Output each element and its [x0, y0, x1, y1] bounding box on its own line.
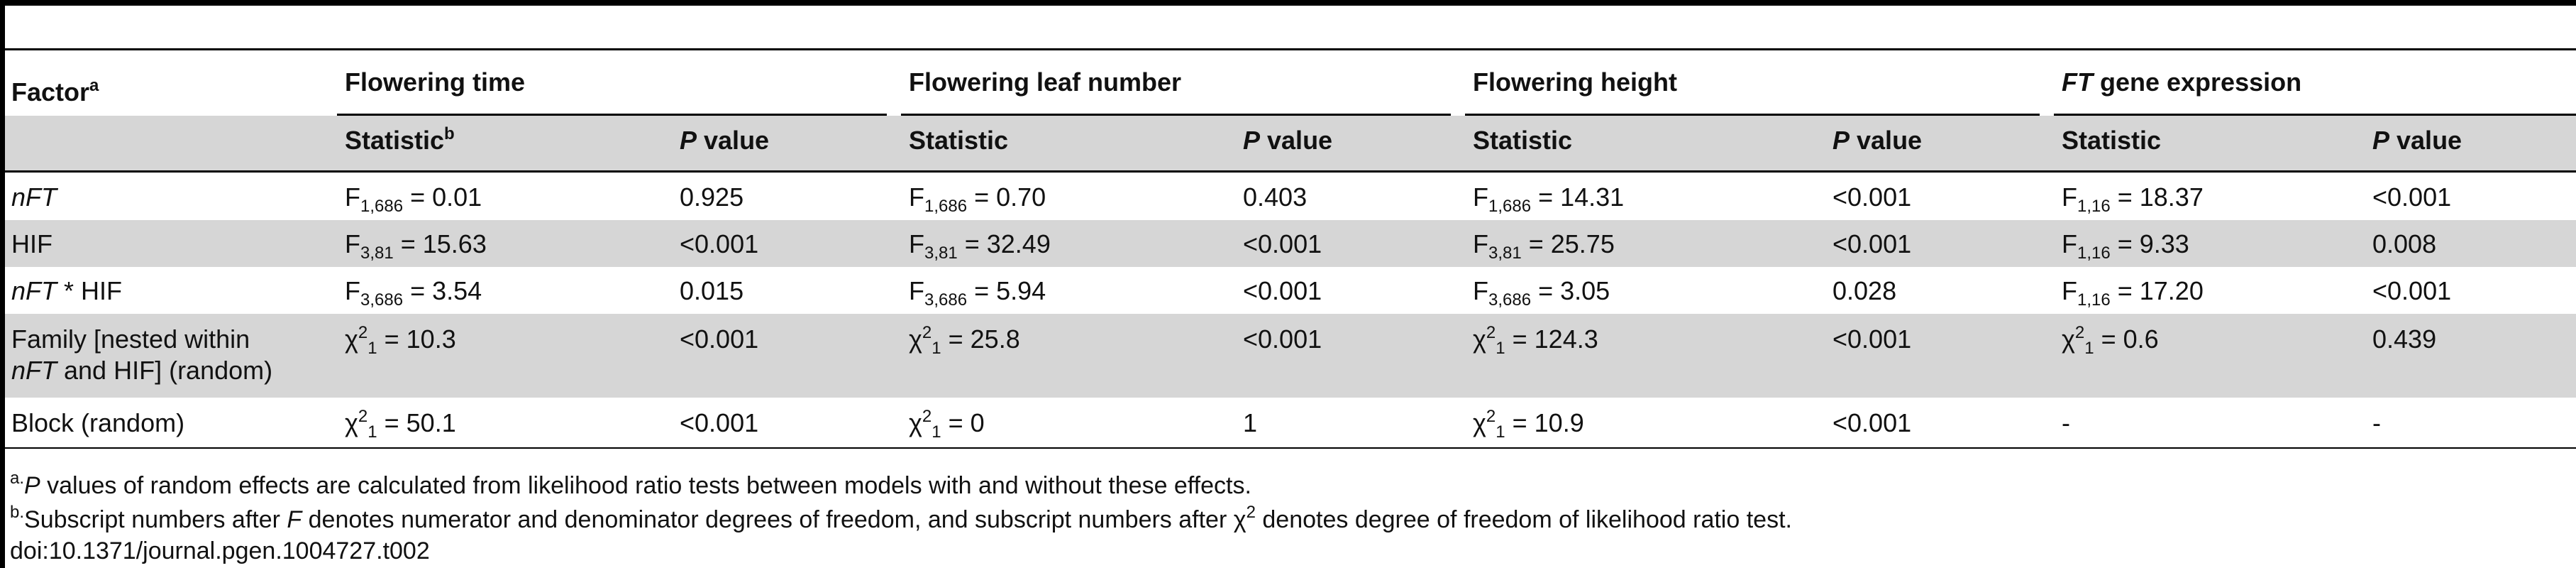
footnote-a: a.P values of random effects are calcula…: [10, 469, 1251, 500]
p-value-cell: <0.001: [1833, 324, 1912, 354]
p-value-cell: <0.001: [680, 408, 759, 437]
statistic-cell: χ21 = 0.6: [2062, 323, 2159, 358]
statistic-cell: χ21 = 10.9: [1473, 407, 1584, 442]
doi-link[interactable]: doi:10.1371/journal.pgen.1004727.t002: [10, 537, 430, 564]
statistic-cell: F1,16 = 17.20: [2062, 276, 2204, 310]
factor-label: Block (random): [11, 408, 185, 437]
statistic-cell: F3,81 = 32.49: [909, 229, 1051, 263]
p-value-cell: 0.008: [2372, 229, 2437, 258]
statistic-cell: F3,81 = 25.75: [1473, 229, 1615, 263]
factor-label: Family [nested within nFT and HIF] (rando…: [11, 324, 273, 385]
left-border: [0, 0, 5, 568]
group-rule-leaf-number: [901, 114, 1451, 116]
statistic-cell: χ21 = 50.1: [345, 407, 456, 442]
statistic-cell: F1,686 = 0.01: [345, 182, 482, 216]
group-rule-height: [1465, 114, 2040, 116]
p-value-cell: 0.403: [1243, 182, 1308, 212]
group-header-flowering-time: Flowering time: [345, 67, 526, 97]
subheader-p-value: P value: [1243, 126, 1333, 155]
group-header-ft-expression: FT gene expression: [2062, 67, 2302, 97]
row-band-family: [5, 314, 2576, 398]
statistic-cell: F1,16 = 18.37: [2062, 182, 2204, 216]
p-value-cell: <0.001: [680, 229, 759, 258]
factor-label: nFT * HIF: [11, 276, 123, 305]
p-value-cell: <0.001: [1833, 408, 1912, 437]
group-header-leaf-number: Flowering leaf number: [909, 67, 1182, 97]
p-value-cell: <0.001: [1833, 182, 1912, 212]
table-top-rule: [5, 48, 2576, 50]
subheader-p-value: P value: [680, 126, 770, 155]
p-value-cell: <0.001: [1243, 324, 1322, 354]
header-bottom-rule: [5, 170, 2576, 173]
row-band-hif: [5, 220, 2576, 267]
subheader-band: [5, 116, 2576, 170]
p-value-cell: 0.925: [680, 182, 744, 212]
p-value-cell: <0.001: [2372, 276, 2452, 305]
subheader-p-value: P value: [1833, 126, 1923, 155]
statistic-cell: χ21 = 25.8: [909, 323, 1020, 358]
footnote-b: b.Subscript numbers after F denotes nume…: [10, 503, 1792, 534]
subheader-statistic: Statistic: [909, 126, 1009, 155]
statistic-cell: F3,686 = 3.05: [1473, 276, 1610, 310]
group-rule-ft-expression: [2054, 114, 2576, 116]
p-value-cell: 1: [1243, 408, 1258, 437]
p-value-cell: <0.001: [1243, 276, 1322, 305]
statistic-cell: F1,686 = 0.70: [909, 182, 1046, 216]
statistic-cell: -: [2062, 408, 2070, 437]
statistic-cell: F3,81 = 15.63: [345, 229, 487, 263]
factor-header: Factora: [11, 76, 99, 107]
subheader-statistic: Statistic: [2062, 126, 2162, 155]
p-value-cell: <0.001: [2372, 182, 2452, 212]
subheader-p-value: P value: [2372, 126, 2462, 155]
statistic-cell: F1,686 = 14.31: [1473, 182, 1625, 216]
p-value-cell: 0.015: [680, 276, 744, 305]
group-header-height: Flowering height: [1473, 67, 1677, 97]
subheader-statistic: Statistic: [1473, 126, 1573, 155]
table-bottom-rule: [5, 447, 2576, 449]
p-value-cell: <0.001: [680, 324, 759, 354]
statistic-cell: F3,686 = 3.54: [345, 276, 482, 310]
statistic-cell: χ21 = 0: [909, 407, 985, 442]
p-value-cell: 0.439: [2372, 324, 2437, 354]
p-value-cell: -: [2372, 408, 2381, 437]
top-border: [0, 0, 2576, 6]
p-value-cell: 0.028: [1833, 276, 1897, 305]
factor-label: nFT: [11, 182, 57, 212]
group-rule-flowering-time: [337, 114, 887, 116]
p-value-cell: <0.001: [1243, 229, 1322, 258]
statistic-cell: χ21 = 124.3: [1473, 323, 1598, 358]
statistic-cell: χ21 = 10.3: [345, 323, 456, 358]
factor-label: HIF: [11, 229, 52, 258]
statistic-cell: F3,686 = 5.94: [909, 276, 1046, 310]
statistic-cell: F1,16 = 9.33: [2062, 229, 2189, 263]
p-value-cell: <0.001: [1833, 229, 1912, 258]
subheader-statistic: Statisticb: [345, 124, 455, 155]
